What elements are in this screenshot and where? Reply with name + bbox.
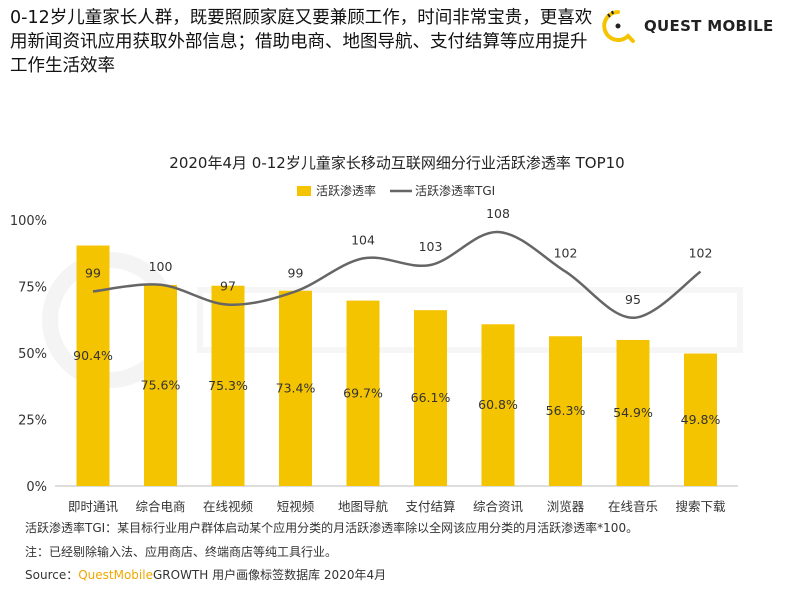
bar [76,245,110,486]
exclusion-note: 注：已经剔除输入法、应用商店、终端商店等纯工具行业。 [25,545,338,559]
tgi-line: 99 100 97 99 104 103 108 102 95 102 [85,206,713,320]
headline: 0-12岁儿童家长人群，既要照顾家庭又要兼顾工作，时间非常宝贵，更喜欢用新闻资讯… [10,8,593,76]
tgi-value-label: 99 [288,265,304,280]
y-tick-label: 25% [18,414,47,429]
bar-value-label: 75.3% [208,378,248,393]
tgi-value-label: 95 [625,292,641,307]
x-tick-label: 支付结算 [405,499,455,514]
bar-value-label: 49.8% [681,412,721,427]
bar [414,310,447,486]
source-prefix: Source： [25,568,79,582]
x-tick-label: 搜索下载 [675,499,726,514]
logo-text: QUEST MOBILE [644,17,774,35]
tgi-value-label: 103 [419,239,443,254]
bar [279,290,312,486]
tgi-value-label: 102 [554,246,578,261]
bar [684,353,717,486]
bar [211,285,245,486]
tgi-value-label: 100 [149,259,173,274]
bar [616,339,650,486]
tgi-value-label: 99 [85,265,101,280]
bar-value-label: 90.4% [73,348,113,363]
legend-bar-label: 活跃渗透率 [316,183,376,198]
chart-title: 2020年4月 0-12岁儿童家长移动互联网细分行业活跃渗透率 TOP10 [169,154,624,172]
x-tick-label: 综合电商 [135,499,185,514]
bar-value-label: 66.1% [411,390,451,405]
x-tick-label: 浏览器 [547,499,585,514]
y-tick-label: 75% [18,281,47,296]
bar-value-label: 60.8% [478,397,518,412]
bar-value-label: 69.7% [343,385,383,400]
source-note: Source：QuestMobileGROWTH 用户画像标签数据库 2020年… [25,566,386,583]
quest-mobile-logo: QUEST MOBILE [600,8,774,44]
bar-value-label: 56.3% [546,403,586,418]
bars: 90.4% 即时通讯 75.6% 综合电商 75.3% 在线视频 73.4% 短视频 69.7%… [68,245,726,514]
tgi-value-label: 102 [689,246,713,261]
x-tick-label: 短视频 [277,499,315,514]
bar [481,324,515,486]
chart: 2020年4月 0-12岁儿童家长移动互联网细分行业活跃渗透率 TOP10 活跃… [9,154,738,514]
x-tick-label: 即时通讯 [68,499,119,514]
bar [144,284,177,486]
tgi-value-label: 104 [351,232,375,247]
y-tick-label: 50% [18,347,47,362]
x-tick-label: 地图导航 [338,499,389,514]
y-tick-label: 100% [10,214,47,229]
source-rest: GROWTH 用户画像标签数据库 2020年4月 [152,568,387,582]
tgi-line-path [92,230,702,320]
legend-bar-swatch [297,186,311,196]
logo-icon [602,10,635,43]
y-tick-label: 0% [26,480,47,495]
legend-line-label: 活跃渗透率TGI [415,183,495,198]
x-tick-label: 综合资讯 [473,499,524,514]
source-brand: QuestMobile [78,568,153,582]
x-tick-label: 在线视频 [203,499,254,514]
legend: 活跃渗透率 活跃渗透率TGI [297,183,495,198]
x-tick-label: 在线音乐 [608,499,658,514]
bar [346,300,380,486]
tgi-note: 活跃渗透率TGI：某目标行业用户群体启动某个应用分类的月活跃渗透率除以全网该应用… [25,521,639,535]
bar-value-label: 54.9% [613,405,653,420]
tgi-value-label: 97 [220,279,236,294]
tgi-value-label: 108 [486,206,510,221]
bar-value-label: 75.6% [141,377,181,392]
bar-value-label: 73.4% [276,380,316,395]
bar [549,336,582,486]
